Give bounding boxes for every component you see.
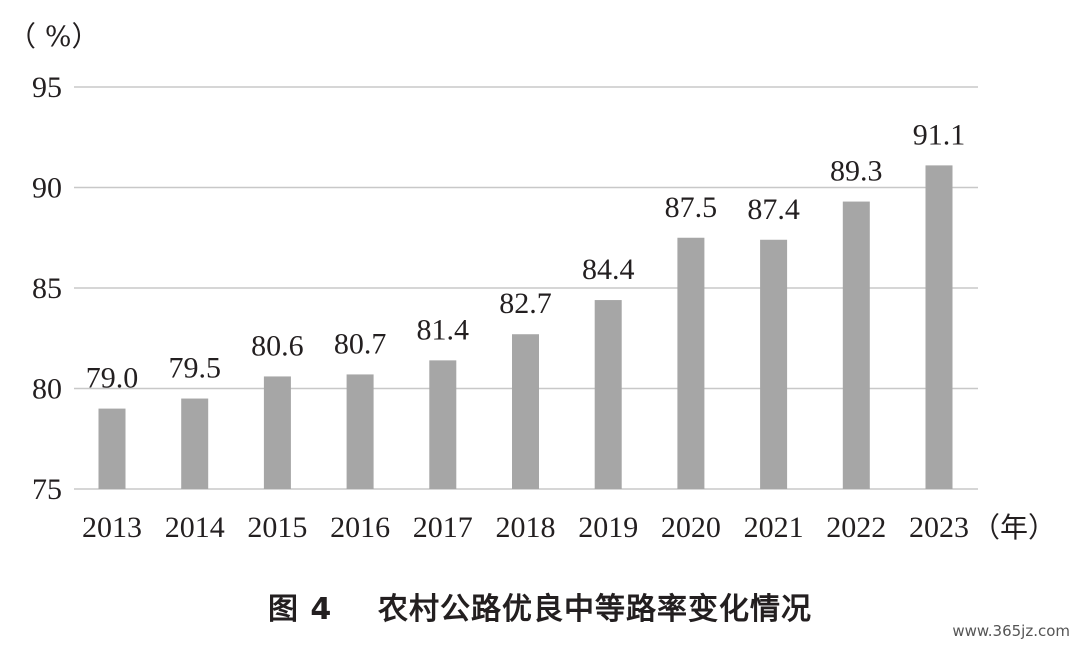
data-label: 91.1 bbox=[913, 118, 966, 151]
bar bbox=[677, 237, 705, 489]
x-tick-label: 2013 bbox=[82, 511, 142, 544]
bar bbox=[842, 201, 870, 489]
chart-caption: 图 4 农村公路优良中等路率变化情况 bbox=[267, 592, 813, 627]
bar bbox=[263, 376, 291, 489]
bar bbox=[429, 360, 457, 489]
gridlines bbox=[74, 86, 978, 490]
y-tick-label: 85 bbox=[32, 272, 62, 305]
y-axis-unit-label: （ %） bbox=[8, 20, 100, 53]
y-tick-label: 95 bbox=[32, 71, 62, 104]
x-tick-label: 2019 bbox=[578, 511, 638, 544]
x-tick-label: 2023 bbox=[909, 511, 969, 544]
x-tick-label: 2018 bbox=[496, 511, 556, 544]
bar-chart: 75 80 85 90 95 79.0 79.5 80.6 80.7 81.4 82.7 84.4 8… bbox=[8, 20, 1056, 544]
bar bbox=[98, 408, 126, 489]
data-label: 81.4 bbox=[417, 313, 470, 346]
data-label: 79.5 bbox=[168, 352, 221, 385]
bar bbox=[760, 239, 788, 489]
x-axis-unit-label: （年） bbox=[972, 511, 1056, 544]
bars bbox=[98, 165, 953, 489]
bar bbox=[346, 374, 374, 489]
x-tick-label: 2022 bbox=[826, 511, 886, 544]
y-axis-ticks: 75 80 85 90 95 bbox=[32, 71, 62, 506]
data-label: 89.3 bbox=[830, 155, 883, 188]
y-tick-label: 75 bbox=[32, 473, 62, 506]
data-label: 84.4 bbox=[582, 253, 635, 286]
bar bbox=[181, 398, 209, 489]
y-tick-label: 90 bbox=[32, 172, 62, 205]
data-label: 80.7 bbox=[334, 327, 387, 360]
bar bbox=[512, 334, 539, 489]
data-label: 82.7 bbox=[499, 287, 552, 320]
data-label: 87.5 bbox=[665, 191, 718, 224]
y-tick-label: 80 bbox=[32, 373, 62, 406]
bar bbox=[925, 165, 953, 489]
data-label: 80.6 bbox=[251, 329, 304, 362]
x-tick-label: 2016 bbox=[330, 511, 390, 544]
data-label: 87.4 bbox=[747, 193, 800, 226]
data-labels: 79.0 79.5 80.6 80.7 81.4 82.7 84.4 87.5 87.4 89.3… bbox=[86, 118, 966, 394]
x-axis-ticks: 2013 2014 2015 2016 2017 2018 2019 2020 2021 2022… bbox=[82, 511, 969, 544]
x-tick-label: 2015 bbox=[247, 511, 307, 544]
x-tick-label: 2020 bbox=[661, 511, 721, 544]
x-tick-label: 2017 bbox=[413, 511, 473, 544]
data-label: 79.0 bbox=[86, 362, 139, 395]
watermark: www.365jz.com bbox=[952, 622, 1070, 640]
bar bbox=[594, 300, 622, 489]
x-tick-label: 2014 bbox=[165, 511, 225, 544]
x-tick-label: 2021 bbox=[744, 511, 804, 544]
